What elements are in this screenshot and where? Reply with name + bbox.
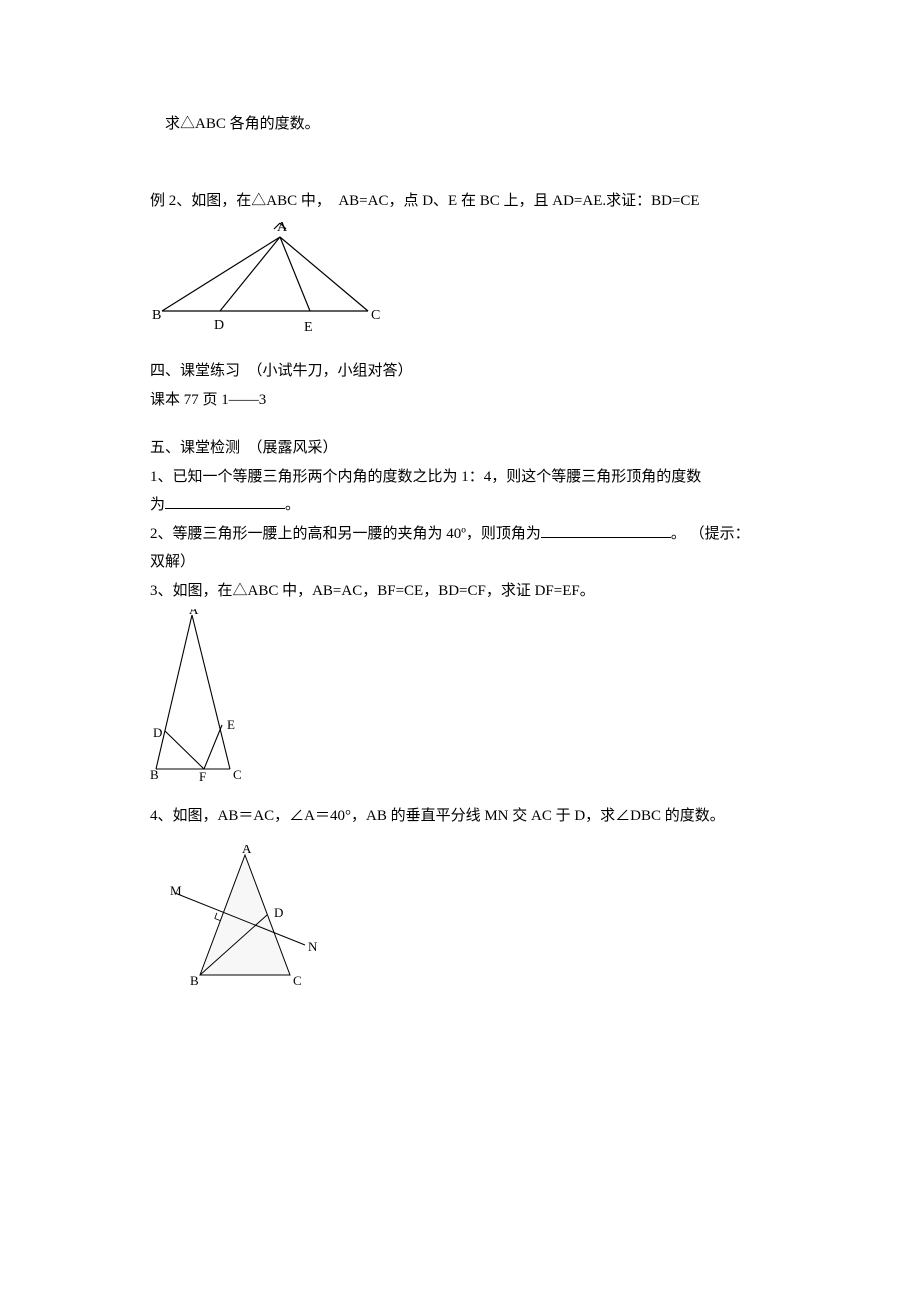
spacer: [150, 782, 770, 802]
svg-text:A: A: [277, 220, 288, 235]
spacer: [150, 139, 770, 187]
page: 求△ABC 各角的度数。 例 2、如图，在△ABC 中， AB=AC，点 D、E…: [0, 0, 920, 1302]
svg-text:D: D: [214, 318, 224, 333]
svg-text:E: E: [304, 320, 313, 335]
q1-line2: 为。: [150, 491, 770, 520]
example2-text: 例 2、如图，在△ABC 中， AB=AC，点 D、E 在 BC 上，且 AD=…: [150, 187, 770, 216]
q3-text: 3、如图，在△ABC 中，AB=AC，BF=CE，BD=CF，求证 DF=EF。: [150, 577, 770, 606]
svg-text:B: B: [152, 308, 161, 323]
section4-title: 四、课堂练习 （小试牛刀，小组对答）: [150, 357, 770, 386]
q1-prefix: 为: [150, 497, 165, 513]
q2-prefix: 2、等腰三角形一腰上的高和另一腰的夹角为 40º，则顶角为: [150, 526, 541, 542]
q1-blank: [165, 493, 285, 509]
spacer: [150, 337, 770, 357]
section5-title: 五、课堂检测 （展露风采）: [150, 434, 770, 463]
svg-text:D: D: [153, 725, 162, 740]
svg-text:B: B: [190, 973, 199, 988]
q2-line2: 双解）: [150, 548, 770, 577]
svg-text:E: E: [227, 717, 235, 732]
svg-text:C: C: [233, 767, 242, 782]
q2-line1: 2、等腰三角形一腰上的高和另一腰的夹角为 40º，则顶角为 。 （提示：: [150, 520, 770, 549]
svg-text:C: C: [371, 308, 380, 323]
figure-q4: A B C D M N: [170, 845, 770, 995]
q1-line1: 1、已知一个等腰三角形两个内角的度数之比为 1：4，则这个等腰三角形顶角的度数: [150, 463, 770, 492]
figure-q3: A B C D E F: [150, 609, 770, 784]
svg-text:F: F: [199, 769, 206, 784]
q1-suffix: 。: [285, 497, 300, 513]
q4-text: 4、如图，AB＝AC，∠A＝40°，AB 的垂直平分线 MN 交 AC 于 D，…: [150, 802, 770, 831]
svg-text:C: C: [293, 973, 302, 988]
svg-text:N: N: [308, 939, 318, 954]
spacer: [150, 414, 770, 434]
figure-ex2: A B C D E: [150, 219, 770, 339]
svg-text:A: A: [189, 609, 199, 617]
section4-line2: 课本 77 页 1——3: [150, 386, 770, 415]
q2-blank: [541, 522, 671, 538]
svg-text:D: D: [274, 905, 283, 920]
q2-suffix: 。 （提示：: [671, 526, 750, 542]
svg-text:M: M: [170, 883, 182, 898]
svg-text:B: B: [150, 767, 159, 782]
svg-text:A: A: [242, 845, 252, 856]
intro-line: 求△ABC 各角的度数。: [150, 110, 770, 139]
